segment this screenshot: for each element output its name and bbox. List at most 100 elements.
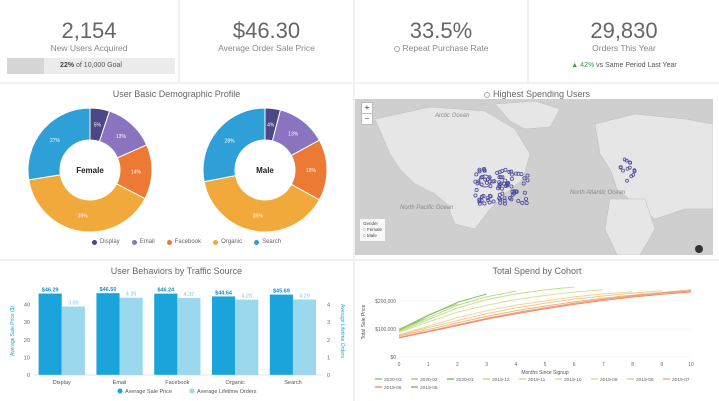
user-point[interactable]: [525, 178, 530, 183]
user-point[interactable]: [477, 167, 482, 172]
user-point[interactable]: [628, 160, 633, 165]
legend-label[interactable]: Average Sale Price: [125, 389, 172, 395]
bar-sale-price[interactable]: [212, 296, 236, 375]
cohort-line[interactable]: [398, 290, 516, 332]
cohort-line[interactable]: [398, 290, 662, 336]
bar-sale-price[interactable]: [154, 293, 178, 375]
user-point[interactable]: [495, 170, 500, 175]
user-point[interactable]: [482, 201, 487, 206]
legend-label[interactable]: 2019-09: [600, 377, 618, 383]
legend-label[interactable]: 2019-05: [420, 385, 438, 391]
legend-label[interactable]: 2020-02: [420, 377, 438, 383]
legend-label[interactable]: 2020-01: [456, 377, 474, 383]
user-point[interactable]: [618, 165, 623, 170]
user-point[interactable]: [522, 190, 527, 195]
user-point[interactable]: [479, 198, 484, 203]
user-point[interactable]: [497, 184, 502, 189]
user-point[interactable]: [497, 180, 502, 185]
zoom-in-button[interactable]: +: [362, 103, 372, 114]
user-point[interactable]: [625, 178, 629, 183]
legend-label[interactable]: 2019-10: [564, 377, 582, 383]
user-point[interactable]: [477, 197, 482, 202]
zoom-out-button[interactable]: −: [364, 114, 370, 123]
legend-label[interactable]: Average Lifetime Orders: [197, 389, 257, 395]
user-point[interactable]: [474, 172, 479, 177]
user-point[interactable]: [485, 177, 490, 182]
bar-sale-price[interactable]: [269, 294, 293, 375]
user-point[interactable]: [499, 186, 504, 191]
pie-slice[interactable]: [203, 175, 321, 233]
cohort-line[interactable]: [398, 293, 487, 331]
user-point[interactable]: [500, 168, 505, 173]
user-point[interactable]: [492, 179, 497, 184]
bar-lifetime-orders[interactable]: [292, 299, 317, 375]
cohort-line[interactable]: [398, 291, 633, 336]
user-point[interactable]: [631, 172, 636, 177]
user-point[interactable]: [524, 200, 529, 205]
user-point[interactable]: [476, 179, 481, 184]
user-point[interactable]: [483, 177, 488, 182]
user-point[interactable]: [479, 194, 484, 199]
legend-label[interactable]: 2020-03: [384, 377, 402, 383]
user-point[interactable]: [502, 181, 507, 186]
legend-item[interactable]: Search: [254, 239, 281, 245]
user-point[interactable]: [477, 169, 482, 174]
legend-label[interactable]: 2019-06: [384, 385, 402, 391]
user-point[interactable]: [507, 170, 512, 175]
legend-label[interactable]: 2019-07: [672, 377, 690, 383]
user-point[interactable]: [622, 157, 627, 162]
bar-sale-price[interactable]: [38, 293, 62, 375]
user-point[interactable]: [509, 172, 514, 177]
user-point[interactable]: [516, 199, 521, 204]
user-point[interactable]: [509, 184, 514, 189]
legend-label[interactable]: 2019-08: [636, 377, 654, 383]
cohort-line[interactable]: [398, 291, 692, 339]
bar-sale-price[interactable]: [96, 293, 120, 375]
bar-lifetime-orders[interactable]: [61, 306, 85, 375]
user-point[interactable]: [502, 201, 507, 206]
pie-slice[interactable]: [28, 174, 146, 233]
user-point[interactable]: [522, 176, 527, 181]
bar-lifetime-orders[interactable]: [235, 299, 259, 375]
help-icon[interactable]: [695, 245, 703, 253]
user-point[interactable]: [491, 199, 496, 204]
user-point[interactable]: [497, 175, 502, 180]
user-point[interactable]: [520, 200, 525, 205]
info-icon[interactable]: [483, 91, 490, 98]
world-map[interactable]: Arctic Ocean North Pacific Ocean North A…: [355, 99, 713, 255]
user-point[interactable]: [498, 175, 503, 180]
legend-label[interactable]: 2019-12: [492, 377, 510, 383]
user-point[interactable]: [513, 171, 518, 176]
user-point[interactable]: [500, 191, 505, 196]
user-point[interactable]: [502, 196, 507, 201]
user-point[interactable]: [632, 168, 637, 173]
user-point[interactable]: [477, 199, 482, 204]
user-cluster[interactable]: [478, 174, 492, 188]
user-point[interactable]: [477, 201, 482, 206]
legend-item[interactable]: Organic: [213, 239, 242, 245]
user-point[interactable]: [487, 193, 492, 198]
user-point[interactable]: [487, 200, 492, 205]
cohort-line[interactable]: [398, 289, 692, 337]
legend-label[interactable]: 2019-11: [528, 377, 546, 383]
info-icon[interactable]: [393, 45, 400, 52]
user-point[interactable]: [621, 168, 625, 173]
user-point[interactable]: [525, 173, 530, 178]
user-point[interactable]: [498, 200, 503, 205]
user-point[interactable]: [509, 176, 514, 181]
user-point[interactable]: [516, 171, 521, 176]
cohort-line[interactable]: [398, 286, 575, 333]
user-point[interactable]: [474, 188, 479, 193]
user-point[interactable]: [523, 197, 528, 202]
cohort-line[interactable]: [398, 303, 458, 331]
user-point[interactable]: [514, 189, 519, 194]
pie-slice[interactable]: [202, 107, 266, 183]
user-point[interactable]: [505, 183, 510, 188]
pie-slice[interactable]: [27, 107, 91, 181]
user-point[interactable]: [512, 189, 517, 194]
legend-item[interactable]: Display: [92, 239, 120, 245]
cohort-line[interactable]: [398, 289, 604, 333]
legend-item[interactable]: Facebook: [166, 239, 201, 245]
user-point[interactable]: [485, 196, 490, 201]
user-point[interactable]: [473, 193, 478, 198]
